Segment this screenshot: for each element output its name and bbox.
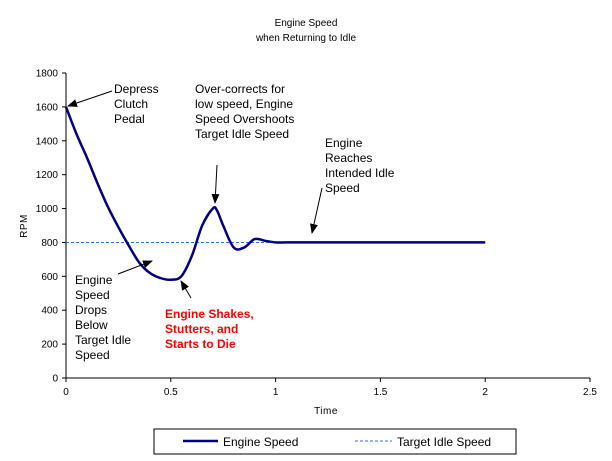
chart-subtitle: when Returning to Idle <box>255 33 357 44</box>
x-tick-label: 2 <box>482 387 488 398</box>
y-tick-label: 400 <box>41 306 58 317</box>
axes <box>65 73 590 379</box>
y-tick-label: 800 <box>41 238 58 249</box>
annotation-5: Engine Shakes, Stutters, and Starts to Die <box>165 307 254 351</box>
y-tick-label: 1400 <box>36 136 59 147</box>
annotation-line: Pedal <box>114 112 145 126</box>
annotation-line: Depress <box>114 82 159 96</box>
annotation-line: Speed <box>75 348 110 362</box>
annotation-line: Target Idle <box>75 333 131 347</box>
y-tick-label: 0 <box>52 374 58 385</box>
y-tick-label: 200 <box>41 340 58 351</box>
x-tick-label: 0.5 <box>164 387 178 398</box>
annotation-line: Speed <box>75 288 110 302</box>
y-tick-label: 600 <box>41 272 58 283</box>
annotation-arrow <box>180 280 192 299</box>
y-tick-label: 1800 <box>36 69 59 80</box>
annotation-line: Target Idle Speed <box>195 127 289 141</box>
y-tick-label: 1600 <box>36 102 59 113</box>
annotation-4: Engine Speed Drops Below Target Idle Speed <box>75 273 131 362</box>
annotation-line: Starts to Die <box>165 337 236 351</box>
annotation-3: Engine Reaches Intended Idle Speed <box>325 136 395 195</box>
annotation-arrow <box>211 164 220 204</box>
legend-label-engine-speed: Engine Speed <box>223 435 298 449</box>
annotation-2: Over-corrects for low speed, Engine Speed … <box>195 82 294 141</box>
annotation-arrow <box>117 260 153 275</box>
annotation-line: Engine <box>75 273 113 287</box>
tick-marks: 0 200 400 600 800 1000 1200 1400 1600 1800 0 0.5 1 1.… <box>36 69 598 399</box>
x-tick-label: 1 <box>273 387 279 398</box>
legend-label-target-idle: Target Idle Speed <box>397 435 491 449</box>
annotation-line: Engine Shakes, <box>165 307 254 321</box>
annotation-layer: Depress Clutch Pedal Over-corrects for low s… <box>67 82 395 362</box>
x-tick-label: 1.5 <box>373 387 387 398</box>
x-axis-label: Time <box>314 406 338 417</box>
y-tick-label: 1200 <box>36 170 59 181</box>
y-tick-label: 1000 <box>36 204 59 215</box>
annotation-arrow <box>310 187 323 234</box>
annotation-line: Clutch <box>114 97 148 111</box>
y-axis-label: RPM <box>19 214 30 238</box>
annotation-line: Engine <box>325 136 363 150</box>
series-line-engine-speed <box>64 106 486 282</box>
annotation-line: Below <box>75 318 108 332</box>
x-tick-label: 2.5 <box>583 387 597 398</box>
legend: Engine Speed Target Idle Speed <box>153 428 517 455</box>
annotation-1: Depress Clutch Pedal <box>114 82 159 126</box>
annotation-arrow <box>67 90 113 107</box>
annotation-line: Over-corrects for <box>195 82 285 96</box>
annotation-line: Speed <box>325 181 360 195</box>
annotation-line: Reaches <box>325 151 372 165</box>
annotation-line: Intended Idle <box>325 166 395 180</box>
annotation-line: low speed, Engine <box>195 97 293 111</box>
annotation-line: Drops <box>75 303 107 317</box>
annotation-line: Speed Overshoots <box>195 112 294 126</box>
annotation-line: Stutters, and <box>165 322 238 336</box>
chart-title: Engine Speed <box>275 18 338 29</box>
series-layer <box>64 106 486 282</box>
x-tick-label: 0 <box>63 387 69 398</box>
